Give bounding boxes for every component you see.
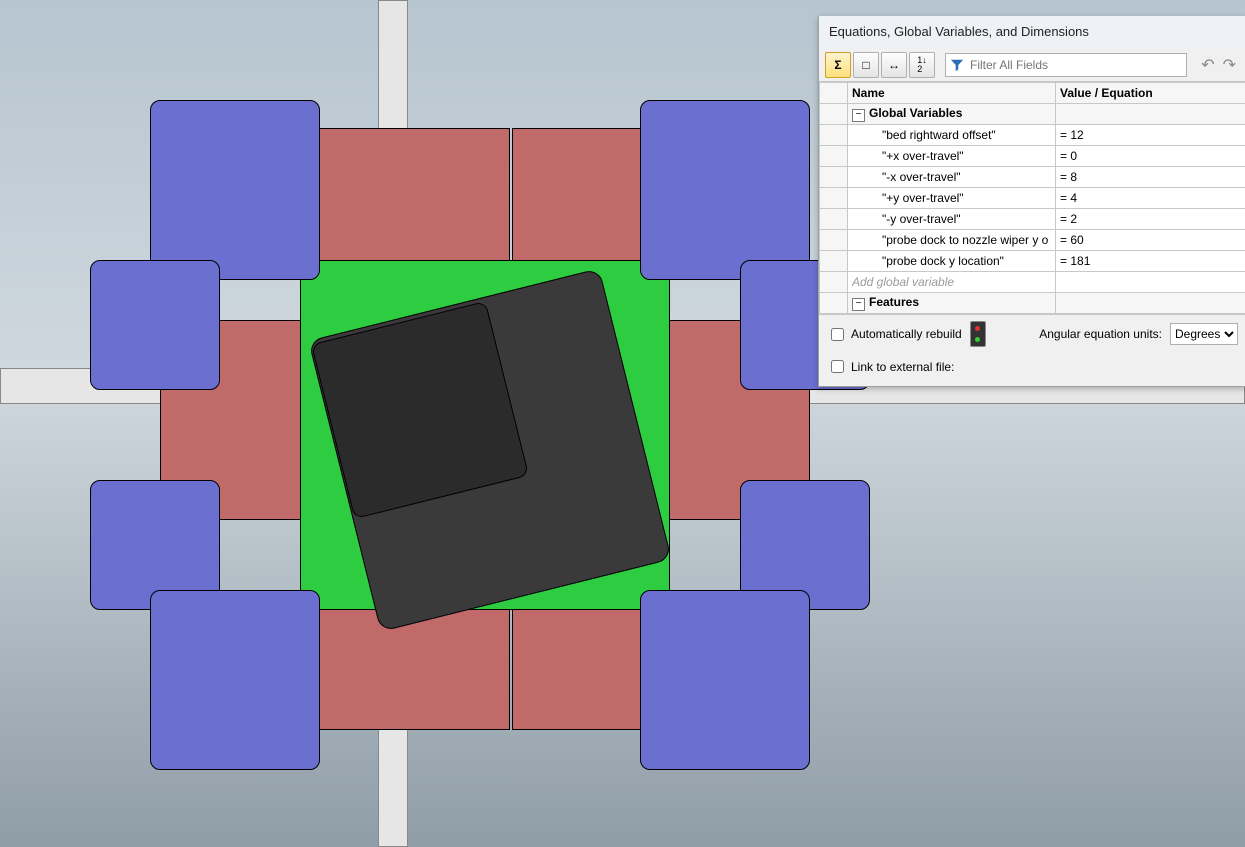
section-row-globals[interactable]: −Global Variables [820,104,1245,125]
cad-bracket-blue [150,100,320,280]
undo-button[interactable]: ↶ [1201,55,1214,75]
ordered-view-button[interactable]: 1↓2 [909,52,935,78]
sigma-icon: Σ [834,58,841,72]
rebuild-status-icon[interactable] [970,321,986,347]
global-variable-row[interactable]: "+y over-travel"= 4 [820,188,1245,209]
global-variable-row[interactable]: "probe dock y location"= 181 [820,251,1245,272]
cad-panel-red [290,128,510,268]
link-external-label[interactable]: Link to external file: [827,357,1238,376]
filter-input[interactable] [968,57,1182,73]
link-external-row: Link to external file: [819,353,1245,386]
global-variable-row[interactable]: "bed rightward offset"= 12 [820,125,1245,146]
sketch-icon: □ [862,58,869,72]
redo-button[interactable]: ↷ [1223,55,1236,75]
table-header-row: Name Value / Equation [820,83,1245,104]
global-name-cell[interactable]: "+y over-travel" [848,188,1056,209]
status-dot-green [975,337,980,342]
global-variable-row[interactable]: "-y over-travel"= 2 [820,209,1245,230]
row-head [820,251,848,272]
global-value-cell[interactable]: = 8 [1056,167,1245,188]
global-value-cell[interactable]: = 60 [1056,230,1245,251]
global-name-cell[interactable]: "bed rightward offset" [848,125,1056,146]
dimension-view-button[interactable]: ↔ [881,52,907,78]
global-name-cell[interactable]: "-y over-travel" [848,209,1056,230]
cad-bracket-blue [90,260,220,390]
row-head [820,272,848,293]
table-corner [820,83,848,104]
status-dot-red [975,326,980,331]
sketch-equation-view-button[interactable]: □ [853,52,879,78]
auto-rebuild-label[interactable]: Automatically rebuild [827,325,962,344]
ordered-icon: 1↓2 [917,56,927,74]
cad-bracket-blue [640,590,810,770]
section-row-features[interactable]: −Features [820,293,1245,314]
global-variable-row[interactable]: "probe dock to nozzle wiper y o= 60 [820,230,1245,251]
row-head [820,188,848,209]
global-value-cell[interactable]: = 2 [1056,209,1245,230]
column-name[interactable]: Name [848,83,1056,104]
equations-dialog: Equations, Global Variables, and Dimensi… [818,16,1245,387]
global-value-cell[interactable]: = 12 [1056,125,1245,146]
add-global-placeholder[interactable]: Add global variable [848,272,1056,293]
auto-rebuild-checkbox[interactable] [831,328,844,341]
global-name-cell[interactable]: "-x over-travel" [848,167,1056,188]
undo-redo-group: ↶ ↷ [1197,55,1240,75]
dialog-footer-row: Automatically rebuild Angular equation u… [819,314,1245,353]
add-global-row[interactable]: Add global variable [820,272,1245,293]
global-variable-row[interactable]: "+x over-travel"= 0 [820,146,1245,167]
row-head [820,146,848,167]
global-name-cell[interactable]: "probe dock to nozzle wiper y o [848,230,1056,251]
angular-units-label: Angular equation units: [1039,327,1162,341]
equation-view-button[interactable]: Σ [825,52,851,78]
dialog-toolbar: Σ □ ↔ 1↓2 ↶ ↷ [819,49,1245,82]
link-external-text: Link to external file: [851,360,954,374]
global-name-cell[interactable]: "probe dock y location" [848,251,1056,272]
global-value-cell[interactable]: = 181 [1056,251,1245,272]
row-head [820,230,848,251]
section-features-val [1056,293,1245,314]
global-value-cell[interactable]: = 4 [1056,188,1245,209]
auto-rebuild-text: Automatically rebuild [851,327,962,341]
angular-units-select[interactable]: DegreesRadians [1170,323,1238,345]
row-head [820,293,848,314]
section-globals-name[interactable]: −Global Variables [848,104,1056,125]
equations-table: Name Value / Equation −Global Variables"… [819,82,1245,314]
link-external-checkbox[interactable] [831,360,844,373]
global-value-cell[interactable]: = 0 [1056,146,1245,167]
cad-bracket-blue [150,590,320,770]
section-features-name[interactable]: −Features [848,293,1056,314]
row-head [820,167,848,188]
global-name-cell[interactable]: "+x over-travel" [848,146,1056,167]
row-head [820,209,848,230]
column-value[interactable]: Value / Equation [1056,83,1245,104]
row-head [820,125,848,146]
global-variable-row[interactable]: "-x over-travel"= 8 [820,167,1245,188]
add-global-value[interactable] [1056,272,1245,293]
row-head [820,104,848,125]
filter-icon [950,58,964,72]
dimension-icon: ↔ [888,58,900,72]
section-globals-val [1056,104,1245,125]
cad-bracket-blue [640,100,810,280]
dialog-title: Equations, Global Variables, and Dimensi… [819,16,1245,49]
filter-field-wrap [945,53,1187,77]
